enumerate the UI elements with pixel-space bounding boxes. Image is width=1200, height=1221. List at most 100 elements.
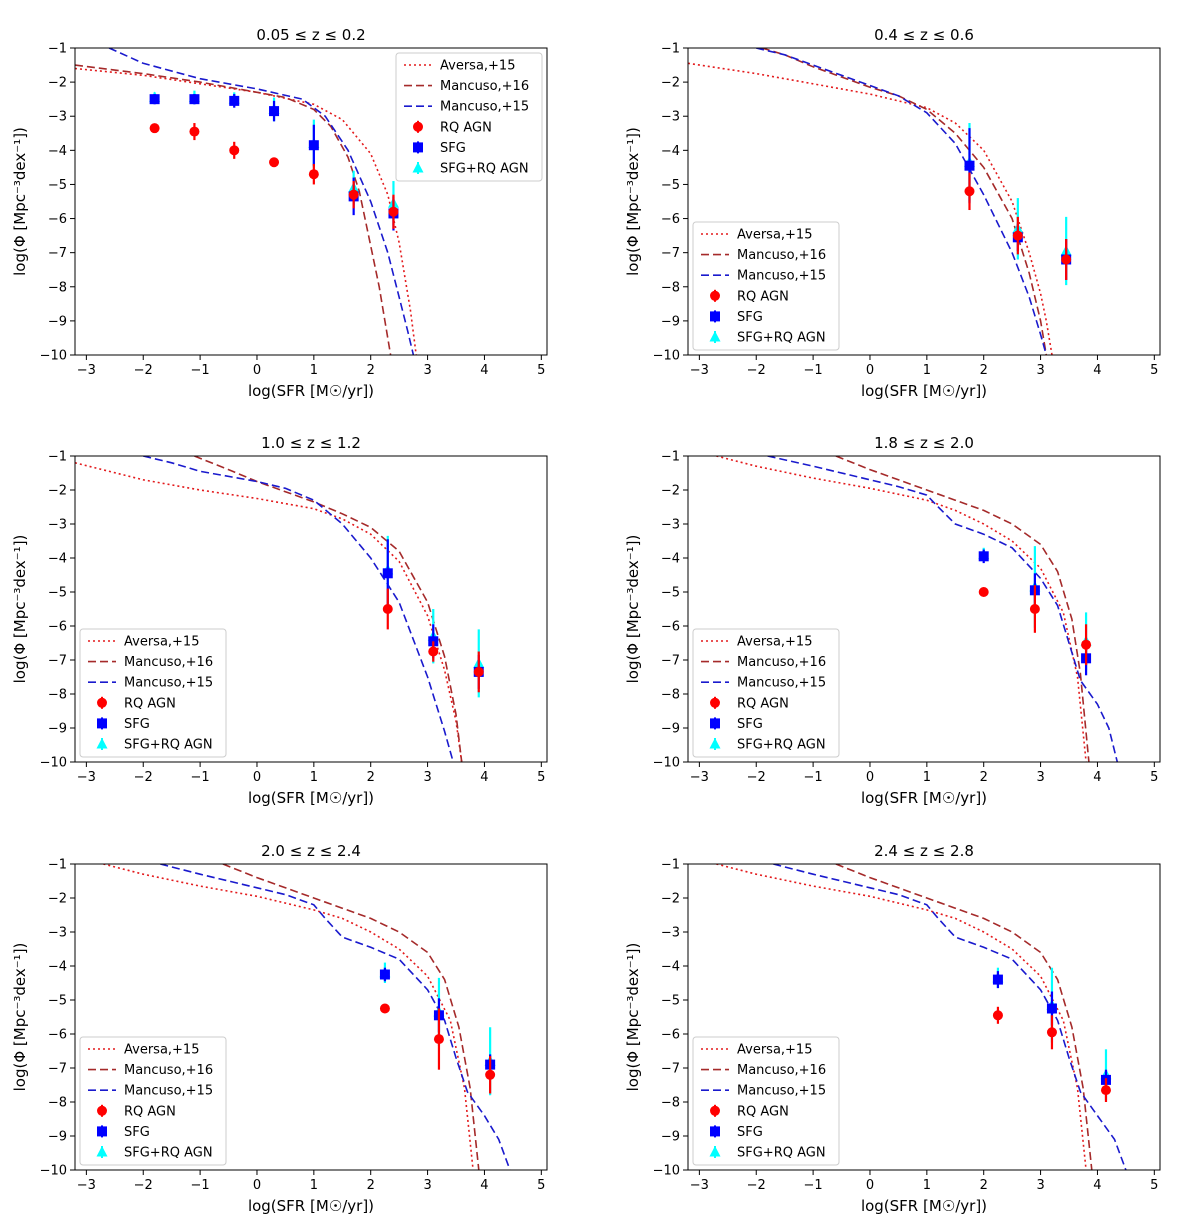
- x-tick-label: 1: [923, 770, 931, 785]
- legend-label: Aversa,+15: [440, 59, 515, 74]
- y-tick-label: −1: [661, 450, 680, 465]
- x-tick-label: 4: [1093, 363, 1101, 378]
- axes-frame: [74, 47, 548, 356]
- legend-label: RQ AGN: [124, 696, 176, 711]
- y-tick-label: −10: [653, 1164, 680, 1179]
- y-tick-label: −4: [661, 144, 680, 159]
- x-tick-label: −2: [747, 1178, 766, 1193]
- legend-label: Aversa,+15: [737, 635, 812, 650]
- y-tick-label: −6: [661, 620, 680, 635]
- legend-item: RQ AGN: [710, 289, 789, 304]
- chart-title: 1.0 ≤ z ≤ 1.2: [261, 434, 361, 452]
- data-point: [308, 140, 319, 151]
- legend-label: Mancuso,+16: [737, 1063, 826, 1078]
- y-axis-label: log(Φ [Mpc⁻³dex⁻¹]): [624, 535, 642, 684]
- legend-label: SFG+RQ AGN: [124, 738, 213, 753]
- y-tick-label: −5: [661, 178, 680, 193]
- x-tick-label: 4: [1093, 770, 1101, 785]
- legend-marker: [710, 697, 720, 708]
- legend-marker: [710, 1105, 720, 1116]
- y-tick-label: −1: [661, 858, 680, 873]
- legend-item: SFG+RQ AGN: [709, 1146, 826, 1161]
- legend-item: Aversa,+15: [701, 228, 812, 243]
- x-tick-label: −1: [804, 1178, 823, 1193]
- data-point: [1046, 1003, 1057, 1014]
- legend-label: SFG+RQ AGN: [737, 738, 826, 753]
- legend: Aversa,+15 Mancuso,+16 Mancuso,+15 RQ AGN SF…: [79, 1036, 227, 1166]
- legend-item: SFG: [97, 717, 150, 732]
- legend-marker: [412, 162, 424, 173]
- y-tick-label: −6: [48, 620, 67, 635]
- y-tick-label: −3: [48, 926, 67, 941]
- y-tick-label: −1: [48, 450, 67, 465]
- y-tick-label: −3: [661, 518, 680, 533]
- axes-frame: [687, 863, 1161, 1171]
- legend-label: Mancuso,+16: [737, 248, 826, 263]
- legend-marker: [413, 142, 423, 153]
- x-tick-label: −3: [77, 363, 96, 378]
- legend-label: Mancuso,+15: [737, 269, 826, 284]
- legend-label: SFG: [124, 717, 150, 732]
- data-point: [428, 646, 439, 657]
- legend-label: SFG: [737, 310, 763, 325]
- legend-marker: [413, 121, 423, 132]
- y-tick-label: −4: [661, 960, 680, 975]
- legend-item: SFG: [710, 1125, 763, 1140]
- chart-title: 2.0 ≤ z ≤ 2.4: [261, 842, 361, 860]
- series-line-mancuso-15: [773, 864, 1127, 1170]
- legend-item: Mancuso,+16: [88, 655, 213, 670]
- y-tick-label: −8: [48, 1096, 67, 1111]
- x-tick-label: 3: [423, 770, 431, 785]
- series-line-mancuso-16: [835, 864, 1093, 1170]
- y-tick-label: −6: [48, 1028, 67, 1043]
- x-tick-label: 1: [923, 363, 931, 378]
- y-tick-label: −9: [48, 1130, 67, 1145]
- y-tick-label: −7: [48, 1062, 67, 1077]
- x-tick-label: −1: [804, 363, 823, 378]
- x-tick-label: −1: [191, 770, 210, 785]
- legend: Aversa,+15 Mancuso,+16 Mancuso,+15 RQ AGN SF…: [692, 221, 840, 351]
- chart-panel-2: 0.4 ≤ z ≤ 0.6−3 −2 −1 0 1 2 3 4 5−1−2−3−4−5−6−7−…: [624, 26, 1161, 400]
- legend-marker: [96, 738, 108, 749]
- x-tick-label: 5: [1150, 363, 1158, 378]
- data-point: [964, 160, 975, 171]
- legend-item: Mancuso,+15: [88, 676, 213, 691]
- y-tick-label: −1: [48, 42, 67, 57]
- series-line-mancuso-16: [222, 864, 480, 1170]
- legend-item: SFG: [710, 717, 763, 732]
- legend-label: SFG: [440, 141, 466, 156]
- legend-marker: [709, 1146, 721, 1157]
- x-axis-label: log(SFR [M☉/yr]): [861, 382, 987, 400]
- y-tick-label: −5: [48, 586, 67, 601]
- legend-label: Mancuso,+16: [737, 655, 826, 670]
- y-tick-label: −6: [48, 212, 67, 227]
- legend-item: Mancuso,+16: [701, 1063, 826, 1078]
- data-point: [229, 145, 240, 156]
- legend-marker: [97, 697, 107, 708]
- x-tick-label: 5: [1150, 770, 1158, 785]
- x-tick-label: −2: [747, 363, 766, 378]
- legend-item: RQ AGN: [710, 1104, 789, 1119]
- data-point: [978, 551, 989, 562]
- y-axis-label: log(Φ [Mpc⁻³dex⁻¹]): [624, 943, 642, 1092]
- legend-frame: [692, 221, 840, 351]
- y-tick-label: −4: [48, 144, 67, 159]
- legend-item: RQ AGN: [413, 120, 492, 135]
- y-tick-label: −3: [661, 110, 680, 125]
- x-axis-label: log(SFR [M☉/yr]): [861, 789, 987, 807]
- y-tick-label: −2: [661, 892, 680, 907]
- y-tick-label: −7: [661, 654, 680, 669]
- series-line-mancuso-15: [160, 864, 511, 1170]
- data-point: [1061, 254, 1072, 265]
- legend-item: Mancuso,+15: [701, 1084, 826, 1099]
- legend-label: Mancuso,+15: [737, 1084, 826, 1099]
- x-tick-label: 2: [367, 770, 375, 785]
- y-tick-label: −4: [48, 960, 67, 975]
- data-point: [382, 568, 393, 579]
- x-tick-label: −3: [690, 363, 709, 378]
- data-point: [485, 1069, 496, 1080]
- legend-label: SFG: [124, 1125, 150, 1140]
- x-axis-label: log(SFR [M☉/yr]): [861, 1197, 987, 1215]
- chart-title: 0.05 ≤ z ≤ 0.2: [256, 26, 365, 44]
- legend-frame: [692, 1036, 840, 1166]
